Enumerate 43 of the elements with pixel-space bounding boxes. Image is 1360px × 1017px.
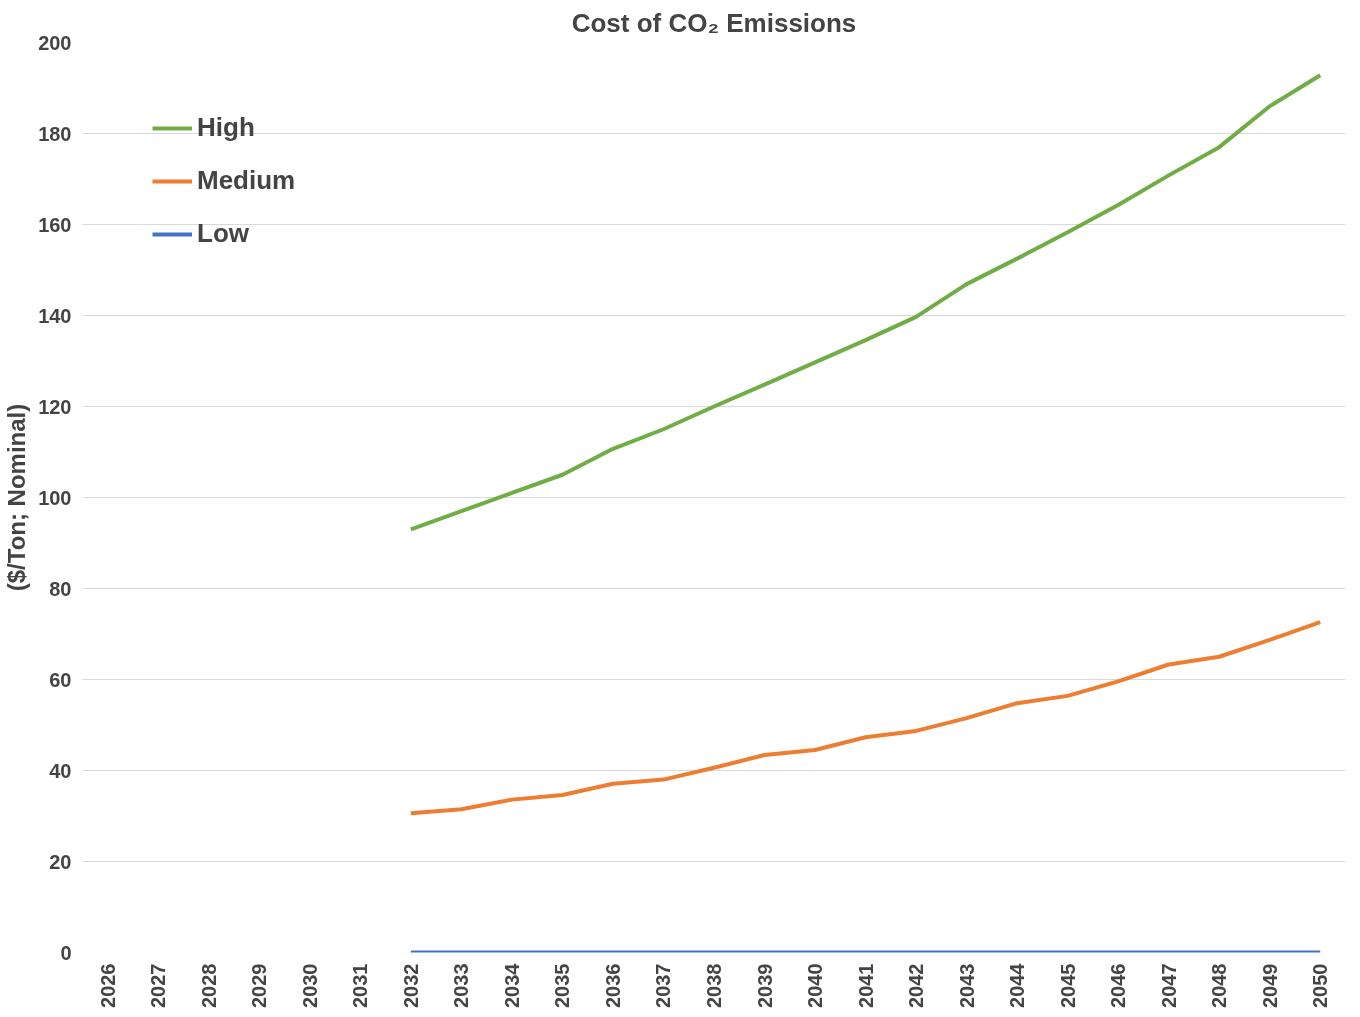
y-tick-label: 40 [49, 759, 72, 782]
x-tick-label: 2028 [197, 963, 220, 1008]
x-tick-label: 2031 [349, 963, 372, 1008]
x-tick-label: 2046 [1107, 963, 1130, 1008]
y-tick-label: 160 [38, 213, 72, 236]
chart-title: Cost of CO₂ Emissions [571, 7, 857, 38]
x-tick-label: 2039 [753, 963, 776, 1008]
y-tick-label: 140 [38, 304, 72, 327]
x-tick-label: 2043 [955, 963, 978, 1008]
x-tick-label: 2036 [601, 963, 624, 1008]
legend-label: Low [197, 218, 249, 249]
y-tick-label: 20 [49, 850, 72, 873]
y-tick-label: 80 [49, 577, 72, 600]
x-tick-label: 2037 [652, 963, 675, 1008]
y-tick-label: 180 [38, 122, 72, 145]
line-series [408, 73, 1323, 532]
x-tick-label: 2040 [804, 963, 827, 1008]
x-tick-label: 2041 [854, 963, 877, 1008]
legend-label: Medium [197, 165, 296, 196]
x-tick-label: 2027 [147, 963, 170, 1008]
x-tick-label: 2042 [905, 963, 928, 1008]
y-axis-title: ($/Ton; Nominal) [3, 403, 31, 592]
x-tick-label: 2038 [703, 963, 725, 1008]
line-series [408, 620, 1323, 816]
x-tick-label: 2030 [298, 963, 321, 1008]
y-tick-label: 0 [60, 941, 72, 964]
x-tick-label: 2048 [1208, 963, 1231, 1008]
legend-label: High [197, 112, 255, 143]
x-tick-label: 2044 [1006, 962, 1029, 1008]
x-tick-label: 2032 [399, 963, 422, 1008]
x-tick-label: 2033 [450, 963, 473, 1008]
x-tick-label: 2034 [500, 962, 523, 1008]
x-tick-label: 2035 [551, 963, 574, 1008]
x-tick-label: 2045 [1056, 963, 1079, 1008]
y-tick-label: 100 [38, 486, 72, 509]
x-tick-label: 2047 [1157, 963, 1180, 1008]
y-tick-label: 60 [49, 668, 72, 691]
x-tick-label: 2029 [248, 963, 271, 1008]
x-tick-label: 2050 [1309, 963, 1332, 1008]
y-tick-label: 120 [38, 395, 72, 418]
x-tick-label: 2026 [96, 963, 119, 1008]
x-tick-label: 2049 [1258, 963, 1281, 1008]
y-tick-label: 200 [38, 31, 72, 54]
